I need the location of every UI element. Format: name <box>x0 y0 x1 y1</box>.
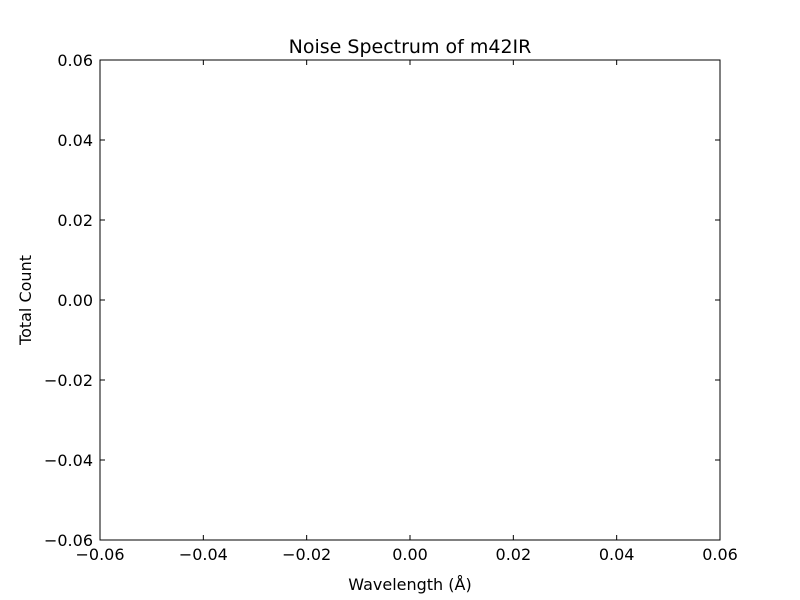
x-tick-label: −0.02 <box>282 545 331 564</box>
x-tick-label: 0.04 <box>599 545 635 564</box>
y-tick-label: 0.06 <box>57 51 93 70</box>
x-tick-label: −0.06 <box>75 545 124 564</box>
y-axis-tick-labels: −0.06 −0.04 −0.02 0.00 0.02 0.04 0.06 <box>44 51 93 550</box>
y-tick-label: 0.00 <box>57 291 93 310</box>
y-tick-label: −0.02 <box>44 371 93 390</box>
x-tick-label: 0.00 <box>392 545 428 564</box>
x-tick-label: 0.02 <box>496 545 532 564</box>
x-axis-ticks <box>99 60 721 540</box>
y-tick-label: 0.02 <box>57 211 93 230</box>
plot-area-frame <box>99 59 721 541</box>
x-axis-title: Wavelength (Å) <box>348 575 471 594</box>
chart-title: Noise Spectrum of m42IR <box>289 36 532 58</box>
y-axis-ticks <box>100 59 720 541</box>
y-tick-label: −0.06 <box>44 531 93 550</box>
x-tick-label: 0.06 <box>702 545 738 564</box>
y-tick-label: −0.04 <box>44 451 93 470</box>
y-axis-title: Total Count <box>16 255 35 346</box>
x-axis-tick-labels: −0.06 −0.04 −0.02 0.00 0.02 0.04 0.06 <box>75 545 737 564</box>
x-tick-label: −0.04 <box>179 545 228 564</box>
y-tick-label: 0.04 <box>57 131 93 150</box>
